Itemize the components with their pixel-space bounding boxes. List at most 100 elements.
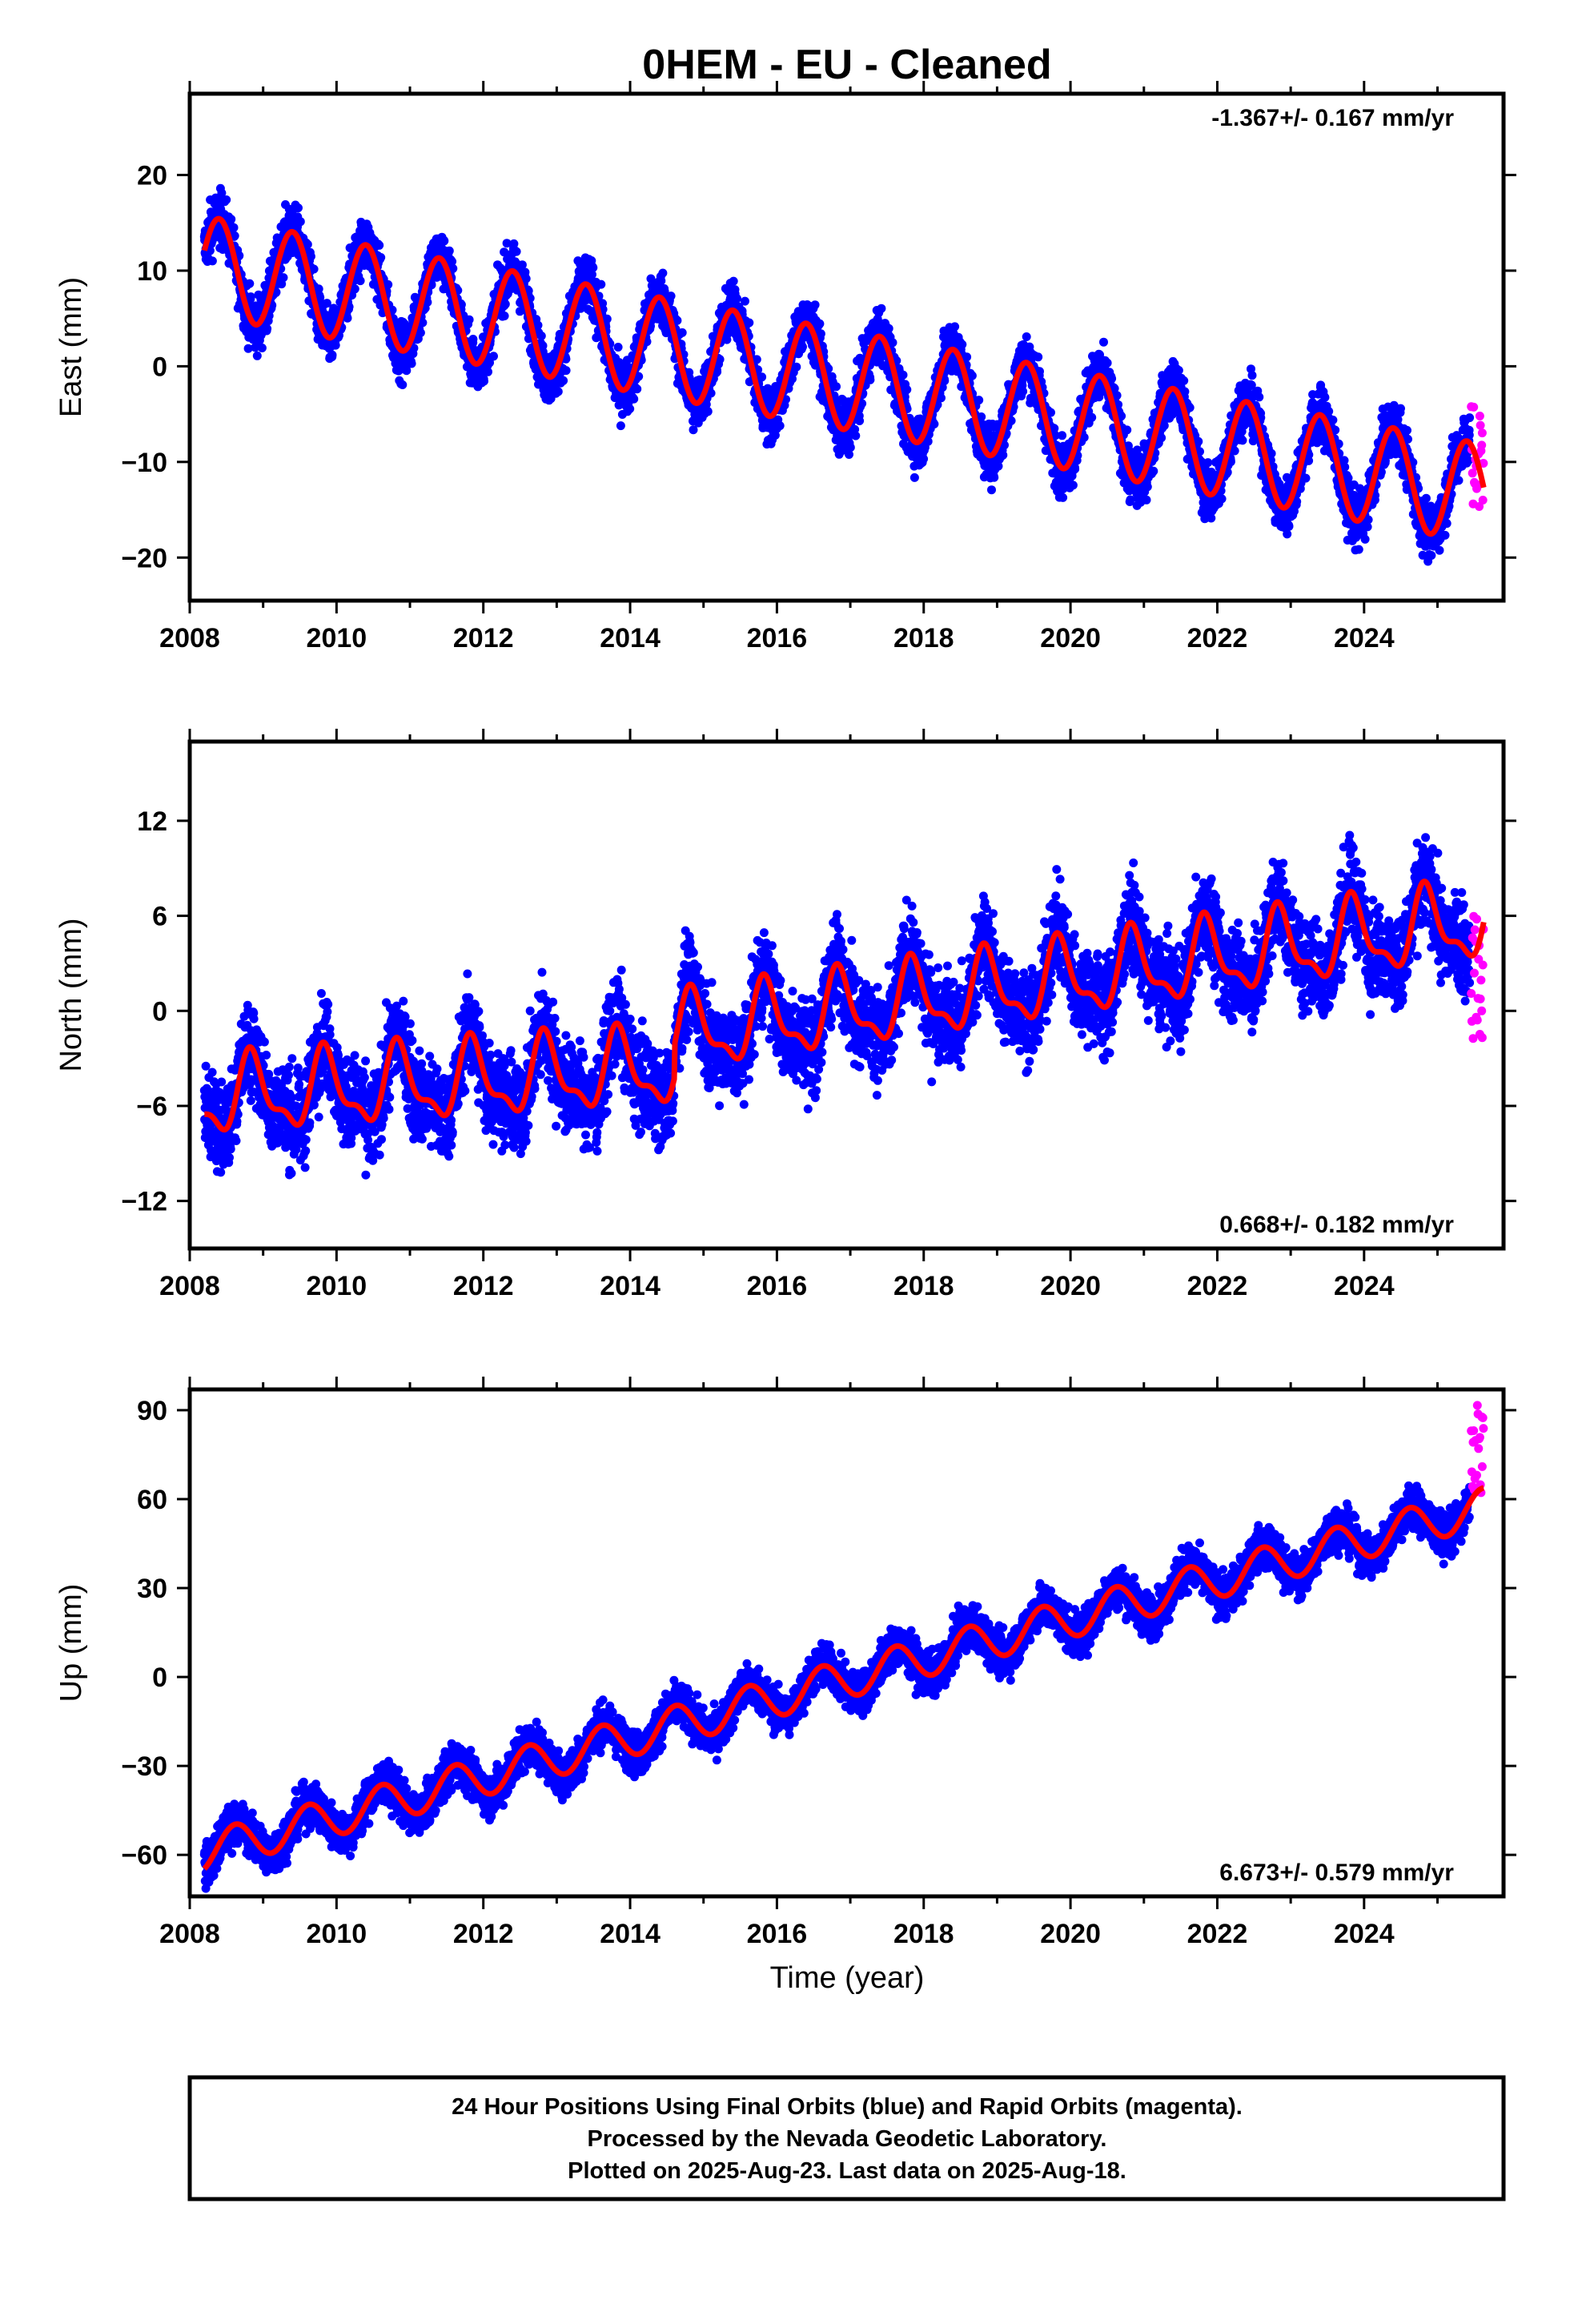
final-orbit-point	[407, 359, 416, 368]
final-orbit-point	[350, 284, 359, 294]
final-orbit-point	[703, 407, 713, 416]
final-orbit-point	[222, 195, 231, 204]
final-orbit-point	[309, 264, 319, 274]
final-orbit-point	[252, 351, 262, 360]
final-orbit-point	[729, 276, 738, 286]
final-orbit-point	[245, 279, 255, 288]
final-orbit-point	[974, 396, 984, 405]
final-orbit-point	[500, 312, 509, 320]
final-orbit-point	[500, 300, 510, 309]
final-orbit-point	[521, 274, 531, 283]
figure-title: 0HEM - EU - Cleaned	[642, 42, 1051, 88]
final-orbit-point	[480, 376, 488, 386]
final-orbit-point	[448, 257, 457, 266]
final-orbit-point	[303, 239, 312, 249]
final-orbit-point	[227, 215, 236, 224]
final-orbit-point	[998, 450, 1008, 460]
final-orbit-point	[229, 223, 239, 232]
final-orbit-point	[243, 344, 253, 353]
final-orbit-point	[1058, 493, 1068, 502]
final-orbit-point	[1203, 458, 1213, 468]
final-orbit-point	[909, 472, 919, 482]
final-orbit-point	[1070, 464, 1080, 474]
final-orbit-point	[950, 322, 960, 332]
final-orbit-point	[865, 375, 875, 384]
final-orbit-point	[1058, 431, 1067, 440]
final-orbit-point	[279, 273, 288, 283]
final-orbit-point	[207, 256, 217, 266]
final-orbit-point	[884, 324, 893, 333]
final-orbit-point	[561, 366, 571, 376]
final-orbit-point	[517, 260, 527, 270]
final-orbit-point	[322, 299, 331, 308]
final-orbit-point	[416, 328, 425, 337]
final-orbit-point	[294, 203, 303, 213]
final-orbit-point	[1142, 482, 1152, 492]
final-orbit-point	[331, 340, 340, 350]
final-orbit-point	[468, 335, 478, 344]
final-orbit-point	[1142, 495, 1151, 505]
final-orbit-point	[832, 382, 841, 392]
final-orbit-point	[1107, 374, 1117, 384]
final-orbit-point	[409, 344, 419, 353]
final-orbit-point	[464, 315, 474, 324]
final-orbit-point	[656, 276, 666, 286]
final-orbit-point	[327, 350, 337, 360]
final-orbit-point	[230, 231, 239, 240]
final-orbit-point	[815, 319, 825, 328]
final-orbit-point	[1174, 366, 1183, 375]
final-orbit-point	[512, 247, 521, 256]
final-orbit-point	[536, 332, 546, 340]
final-orbit-point	[677, 328, 687, 337]
final-orbit-point	[559, 376, 568, 385]
final-orbit-point	[877, 304, 886, 313]
final-orbit-point	[1022, 332, 1031, 341]
final-orbit-point	[246, 292, 255, 302]
final-orbit-point	[484, 367, 492, 376]
final-orbit-point	[444, 246, 454, 255]
final-orbit-point	[625, 404, 635, 413]
final-orbit-point	[990, 472, 999, 482]
final-orbit-point	[1087, 412, 1097, 422]
final-orbit-point	[602, 314, 612, 324]
final-orbit-point	[613, 343, 623, 352]
final-orbit-point	[919, 454, 929, 464]
final-orbit-point	[1102, 358, 1112, 368]
final-orbit-point	[355, 276, 365, 286]
final-orbit-point	[376, 253, 386, 262]
final-orbit-point	[553, 387, 563, 396]
final-orbit-point	[898, 370, 908, 380]
final-orbit-point	[666, 292, 676, 301]
final-orbit-point	[855, 416, 865, 425]
final-orbit-point	[257, 344, 267, 352]
final-orbit-point	[448, 263, 458, 273]
final-orbit-point	[520, 267, 530, 277]
final-orbit-point	[533, 320, 543, 330]
final-orbit-point	[418, 318, 428, 328]
final-orbit-point	[1157, 433, 1166, 443]
final-orbit-point	[1099, 337, 1108, 347]
final-orbit-point	[967, 371, 977, 380]
final-orbit-point	[937, 393, 946, 403]
final-orbit-point	[1018, 387, 1028, 396]
plot-area	[199, 183, 1488, 566]
final-orbit-point	[1034, 352, 1043, 362]
final-orbit-point	[500, 247, 509, 257]
final-orbit-point	[489, 352, 498, 361]
final-orbit-point	[1122, 425, 1132, 435]
final-orbit-point	[798, 342, 807, 352]
final-orbit-point	[263, 324, 272, 333]
final-orbit-point	[775, 421, 785, 431]
final-orbit-point	[741, 296, 749, 306]
final-orbit-point	[306, 251, 315, 261]
final-orbit-point	[423, 297, 432, 307]
final-orbit-point	[1179, 376, 1189, 385]
final-orbit-point	[745, 318, 754, 328]
final-orbit-point	[217, 188, 227, 198]
final-orbit-point	[1194, 436, 1203, 446]
final-orbit-point	[398, 380, 408, 389]
final-orbit-point	[1046, 408, 1055, 417]
final-orbit-point	[596, 279, 606, 289]
final-orbit-point	[485, 358, 494, 368]
